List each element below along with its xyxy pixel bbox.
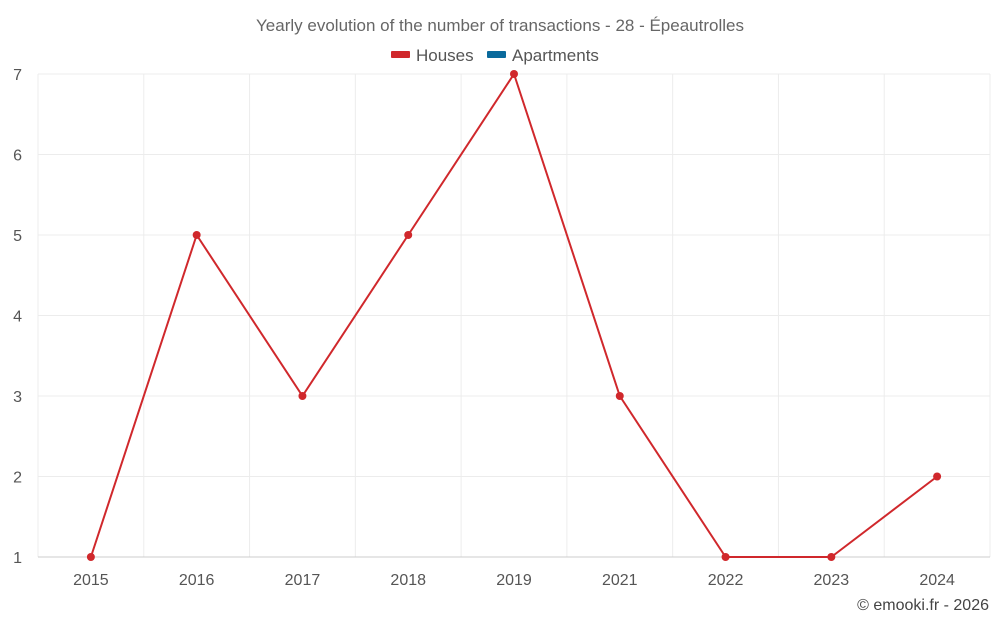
y-axis-ticks: 1 2 3 4 5 6 7 <box>13 67 22 567</box>
y-tick-label: 4 <box>13 309 22 326</box>
data-point[interactable] <box>86 553 95 561</box>
legend-label-houses[interactable]: Houses <box>416 46 474 65</box>
y-tick-label: 1 <box>13 550 22 567</box>
x-tick-label: 2022 <box>708 572 744 589</box>
x-tick-label: 2023 <box>814 572 850 589</box>
data-point[interactable] <box>721 553 730 561</box>
legend-label-apartments[interactable]: Apartments <box>512 46 599 65</box>
grid <box>37 73 991 557</box>
x-tick-label: 2015 <box>73 572 109 589</box>
x-tick-label: 2016 <box>179 572 215 589</box>
x-tick-label: 2021 <box>602 572 638 589</box>
data-point[interactable] <box>404 231 413 239</box>
data-point[interactable] <box>298 392 307 400</box>
credit-text: © emooki.fr - 2026 <box>857 597 989 614</box>
data-point[interactable] <box>510 70 518 78</box>
x-tick-label: 2018 <box>390 572 426 589</box>
legend-swatch-apartments[interactable] <box>487 51 506 58</box>
x-axis-ticks: 2015 2016 2017 2018 2019 2021 2022 2023 2024 <box>73 572 955 589</box>
data-point[interactable] <box>192 231 201 239</box>
x-tick-label: 2017 <box>285 572 321 589</box>
y-tick-label: 2 <box>13 470 22 487</box>
y-tick-label: 6 <box>13 148 22 165</box>
x-tick-label: 2024 <box>919 572 955 589</box>
y-tick-label: 7 <box>13 67 22 84</box>
y-tick-label: 3 <box>13 389 22 406</box>
x-tick-label: 2019 <box>496 572 532 589</box>
data-point[interactable] <box>827 553 836 561</box>
legend-swatch-houses[interactable] <box>391 51 410 58</box>
y-tick-label: 5 <box>13 228 22 245</box>
series-houses <box>86 70 942 561</box>
data-point[interactable] <box>615 392 624 400</box>
chart-title: Yearly evolution of the number of transa… <box>256 16 744 35</box>
data-point[interactable] <box>933 472 942 481</box>
legend: Houses Apartments <box>391 46 599 65</box>
